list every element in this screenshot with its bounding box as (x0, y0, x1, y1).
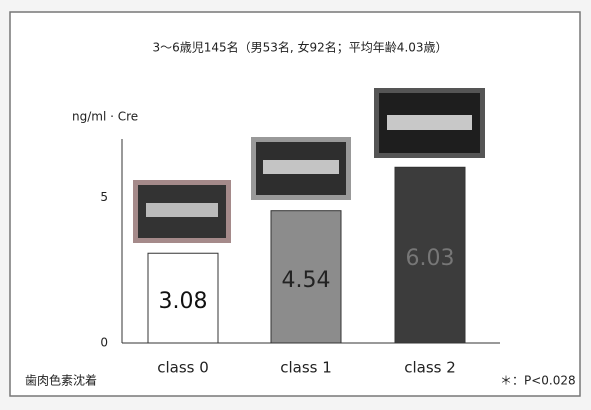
photo-teeth (263, 160, 339, 174)
x-tick-label: class 1 (280, 359, 332, 377)
y-axis-label: ng/ml · Cre (72, 110, 138, 124)
photo-teeth (146, 203, 218, 217)
bar (270, 210, 342, 344)
value-label: 3.08 (159, 289, 208, 314)
value-label: 6.03 (406, 246, 455, 271)
annotation: ＊：P<0.028 (500, 374, 576, 388)
y-tick-label: 0 (100, 336, 108, 350)
photo-teeth (387, 115, 472, 130)
value-label: 4.54 (282, 268, 331, 293)
chart-title: 3～6歳児145名（男53名, 女92名；平均年齢4.03歳） (152, 40, 447, 55)
y-tick-label: 5 (100, 190, 108, 204)
photo (374, 88, 485, 158)
photo (133, 180, 231, 243)
x-tick-label: class 0 (157, 359, 209, 377)
x-axis-label: 歯肉色素沈着 (25, 373, 97, 388)
photo (251, 137, 351, 200)
x-tick-label: class 2 (404, 359, 456, 377)
bar (394, 166, 466, 344)
bar (147, 252, 219, 344)
